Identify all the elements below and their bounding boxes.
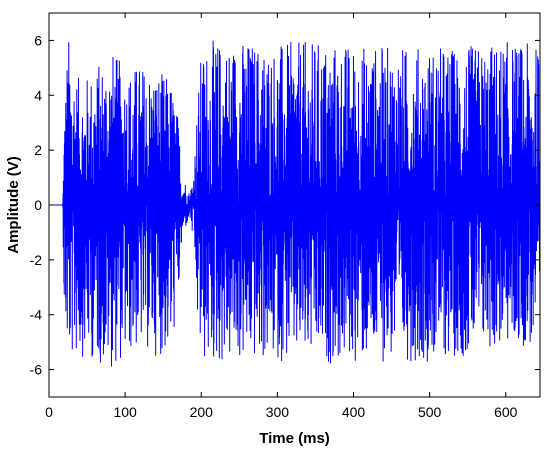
y-tick-label: 0 <box>34 197 42 213</box>
y-axis-ticks: -6 -4 -2 0 2 4 6 <box>30 32 540 378</box>
signal-series-line <box>48 40 541 367</box>
y-axis-label: Amplitude (V) <box>5 156 22 254</box>
y-tick-label: -4 <box>30 307 43 323</box>
x-tick-label: 200 <box>190 404 214 420</box>
y-tick-label: -6 <box>30 362 43 378</box>
axes-frame <box>48 12 541 398</box>
y-tick-label: -2 <box>30 252 43 268</box>
y-tick-label: 2 <box>34 142 42 158</box>
x-tick-label: 300 <box>266 404 290 420</box>
x-axis-label: Time (ms) <box>259 430 330 447</box>
x-tick-label: 100 <box>113 404 137 420</box>
x-tick-label: 600 <box>494 404 518 420</box>
x-axis-ticks: 0 100 200 300 400 500 600 <box>45 13 518 420</box>
x-tick-label: 0 <box>45 404 53 420</box>
y-tick-label: 4 <box>34 87 42 103</box>
x-tick-label: 400 <box>342 404 366 420</box>
y-tick-label: 6 <box>34 32 42 48</box>
plot-area <box>48 40 541 367</box>
x-tick-label: 500 <box>418 404 442 420</box>
